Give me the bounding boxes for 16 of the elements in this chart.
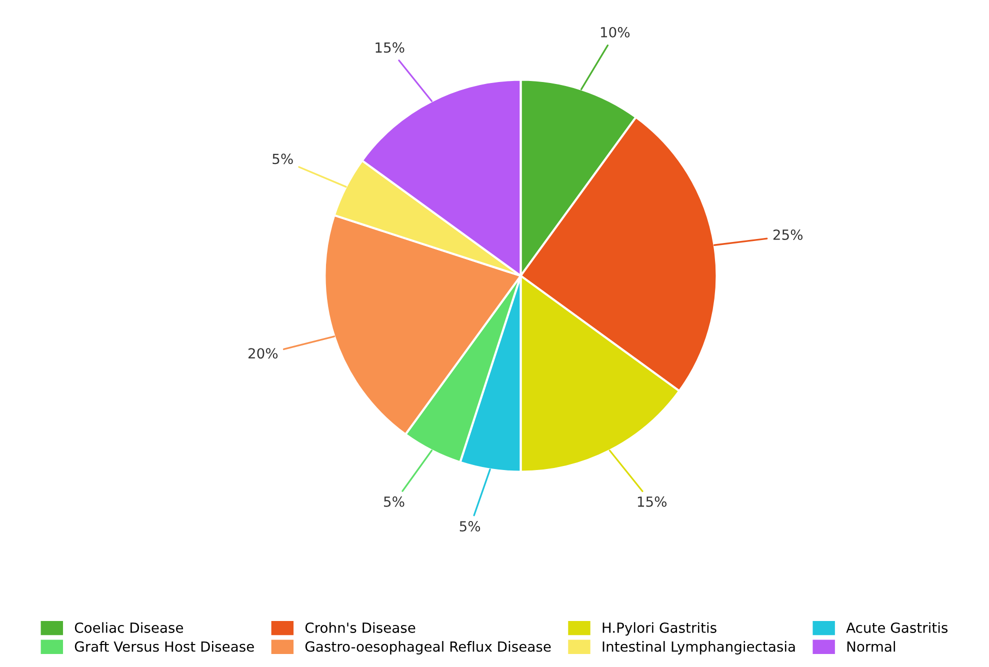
data-label: 5% [272,154,293,164]
data-label: 15% [638,496,667,507]
legend-label: Intestinal Lymphangiectasia [602,641,795,654]
data-label: 10% [600,26,630,38]
data-label: 5% [460,521,480,532]
legend-label: Normal [847,641,895,652]
legend-label: Graft Versus Host Disease [74,641,254,652]
legend-label: H.Pylori Gastritis [602,622,716,636]
data-label: 15% [376,42,404,53]
legend-label: Crohn's Disease [305,622,416,633]
data-label: 5% [384,496,404,507]
data-label: 20% [248,348,278,359]
legend-label: Coeliac Disease [74,622,184,633]
legend-label: Gastro-oesophageal Reflux Disease [305,641,551,654]
data-label: 25% [773,229,803,240]
legend-label: Acute Gastritis [846,622,948,633]
